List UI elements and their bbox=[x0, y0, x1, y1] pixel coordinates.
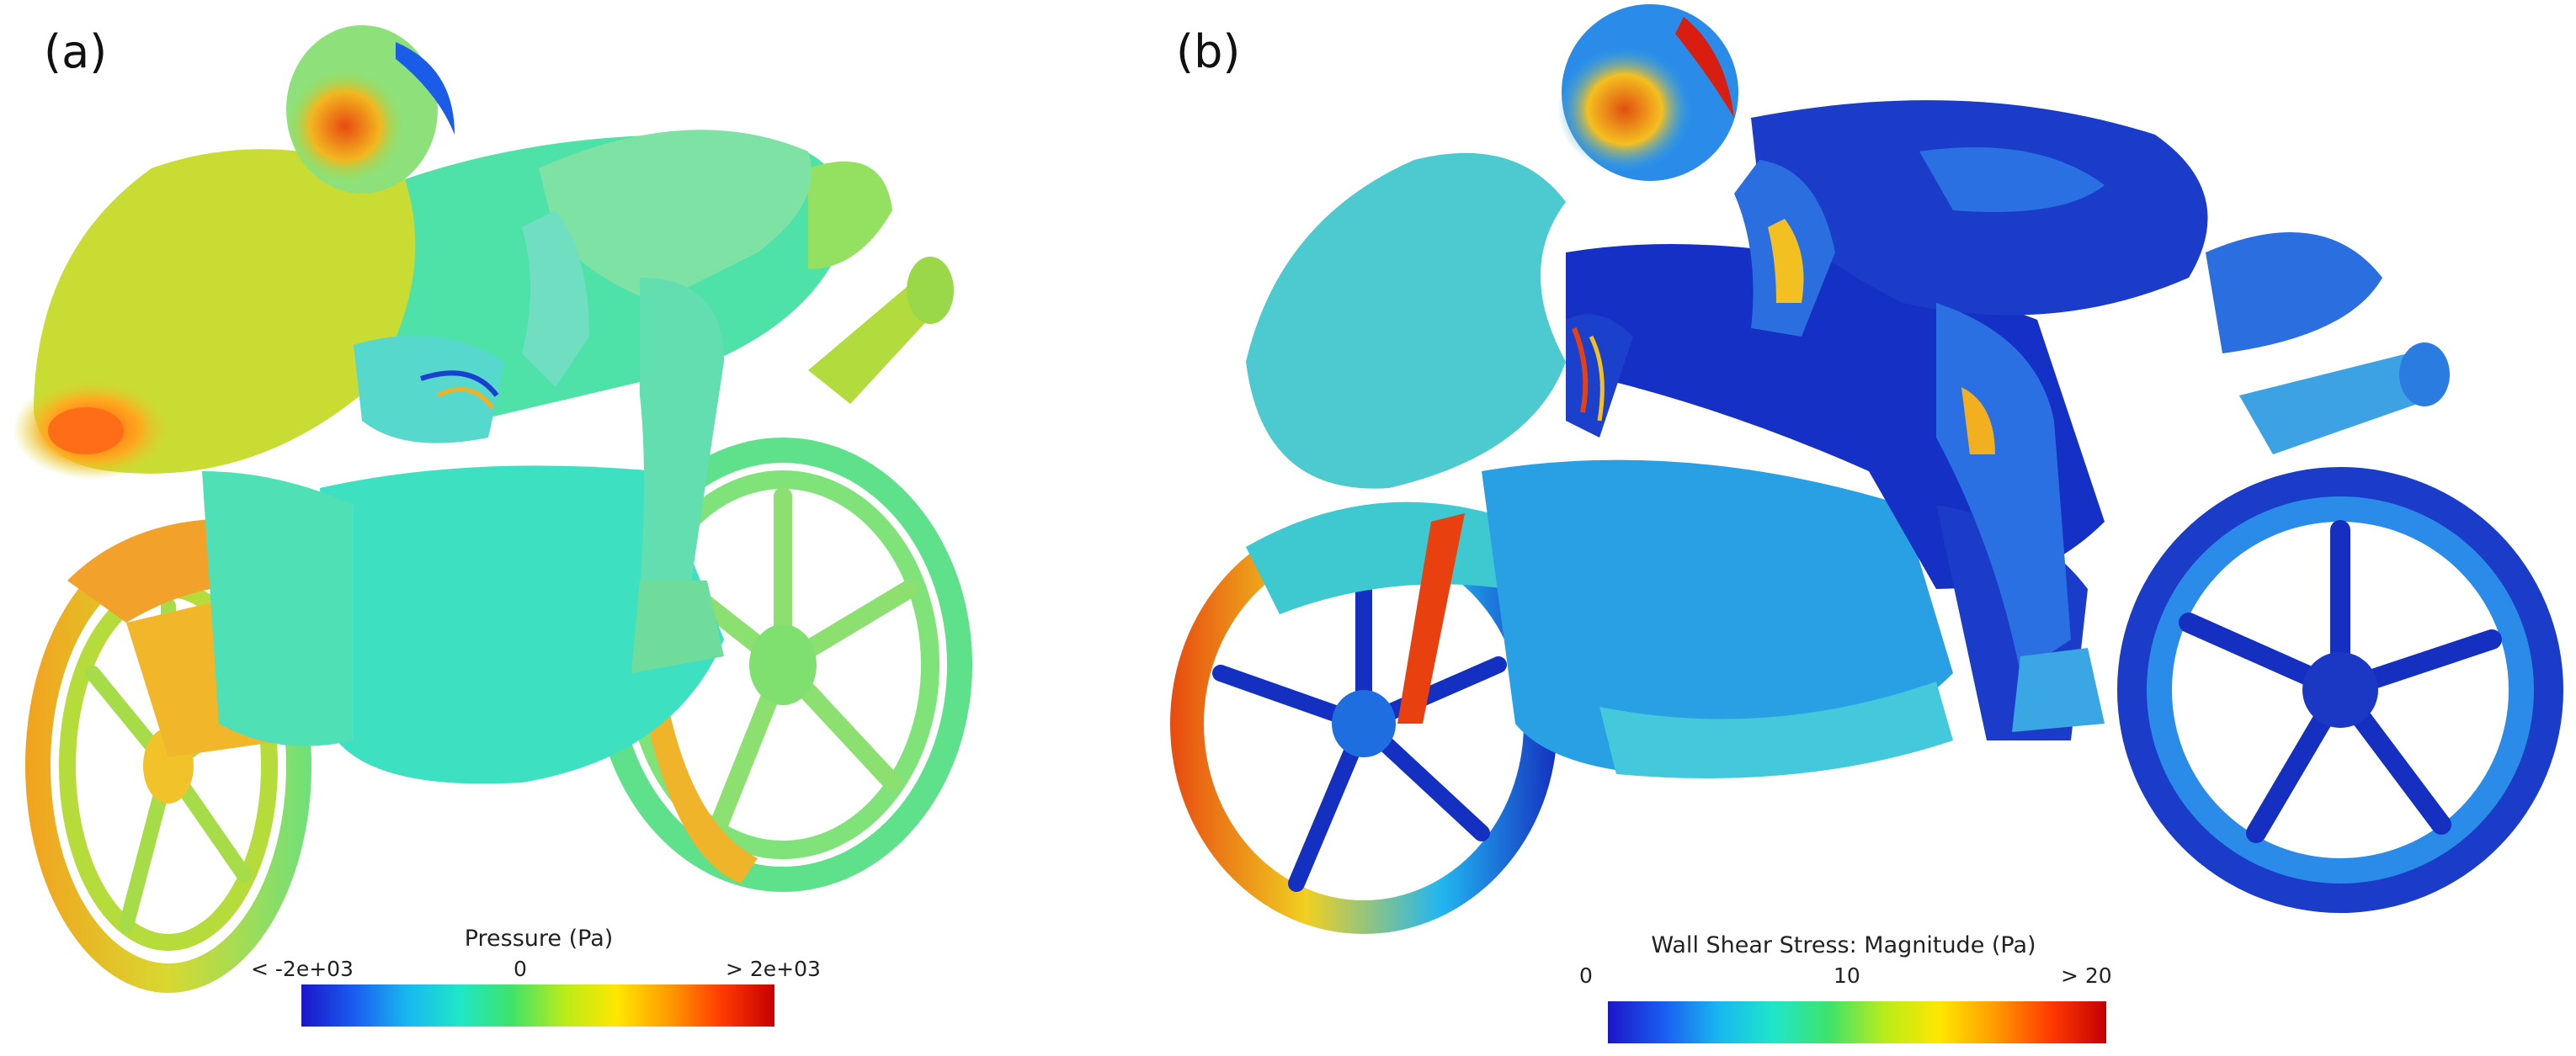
front-wheel-b bbox=[1170, 513, 1557, 934]
colorbar-b-min-label: 0 bbox=[1579, 963, 1593, 988]
engine-detail-b bbox=[1566, 314, 1633, 438]
exhaust-a bbox=[808, 257, 954, 404]
tail-b bbox=[2206, 232, 2382, 353]
colorbar-a-min-label: < -2e+03 bbox=[251, 957, 354, 981]
lower-fairing-a bbox=[320, 465, 724, 784]
motorcycle-shear-render bbox=[1170, 4, 2563, 934]
panel-label-b: (b) bbox=[1176, 25, 1241, 78]
lower-fairing-b bbox=[1482, 459, 1953, 774]
colorbar-b bbox=[1608, 1001, 2106, 1043]
front-fairing-b bbox=[1246, 152, 1566, 489]
tail-a bbox=[808, 161, 892, 269]
helmet-a bbox=[286, 25, 455, 194]
panel-label-a: (a) bbox=[44, 25, 108, 78]
helmet-b bbox=[1557, 4, 1738, 181]
colorbar-b-mid-label: 10 bbox=[1834, 963, 1860, 988]
colorbar-a-mid-label: 0 bbox=[514, 957, 527, 981]
engine-detail-a bbox=[354, 335, 505, 443]
colorbar-b-max-label: > 20 bbox=[2061, 963, 2112, 988]
rider-back-a bbox=[539, 130, 812, 303]
colorbar-b-title: Wall Shear Stress: Magnitude (Pa) bbox=[1651, 932, 2036, 958]
colorbar-a-max-label: > 2e+03 bbox=[726, 957, 821, 981]
colorbar-a bbox=[301, 984, 774, 1027]
motorcycle-pressure-render bbox=[13, 25, 972, 993]
rider-leg-a bbox=[640, 278, 724, 589]
exhaust-b bbox=[2239, 342, 2450, 454]
colorbar-a-title: Pressure (Pa) bbox=[464, 926, 614, 952]
rear-wheel-b bbox=[2117, 467, 2563, 913]
